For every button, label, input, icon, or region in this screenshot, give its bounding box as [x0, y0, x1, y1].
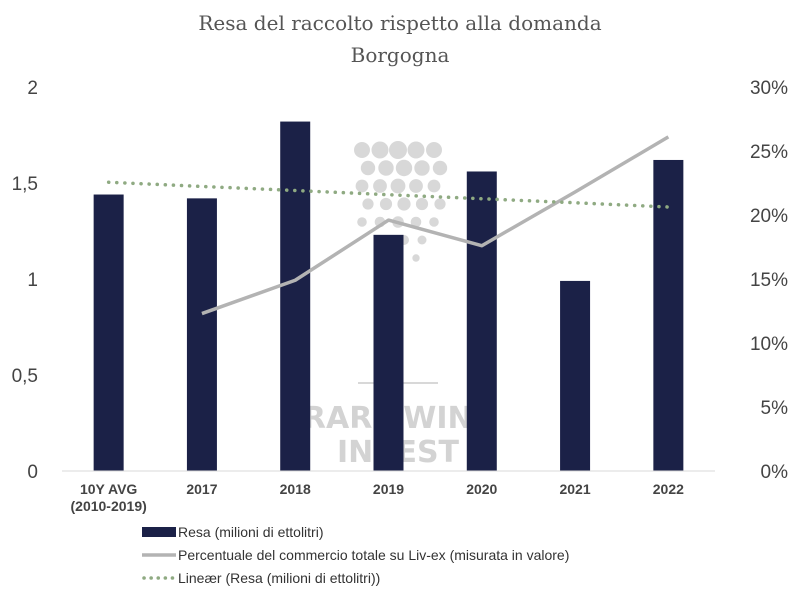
x-tick-label: 10Y AVG (2010-2019) — [71, 481, 147, 514]
bar — [186, 198, 217, 472]
y-left-tick-label: 1 — [27, 270, 38, 291]
watermark-dot — [390, 178, 406, 194]
watermark-dot — [371, 141, 389, 159]
y-right-tick-label: 15% — [750, 270, 788, 291]
legend-label: Resa (milioni di ettolitri) — [178, 524, 323, 540]
bar — [560, 280, 591, 471]
watermark-dot — [407, 141, 425, 159]
y-right-tick-label: 30% — [750, 78, 788, 99]
x-tick-label: 2017 — [186, 481, 217, 497]
chart-title: Resa del raccolto rispetto alla domanda — [198, 11, 601, 35]
watermark-dot — [355, 179, 369, 193]
legend-swatch-bar — [142, 527, 176, 537]
y-right-tick-label: 10% — [750, 334, 788, 355]
watermark-dot — [354, 142, 370, 158]
watermark-dot — [389, 141, 407, 159]
y-right-tick-label: 0% — [761, 462, 789, 483]
watermark-dot — [417, 235, 427, 245]
watermark-dot — [426, 142, 442, 158]
watermark-dot — [360, 160, 376, 176]
y-right-tick-label: 20% — [750, 206, 788, 227]
watermark-dot — [397, 197, 411, 211]
x-tick-label: 2020 — [466, 481, 497, 497]
legend: Resa (milioni di ettolitri) Percentuale d… — [142, 524, 569, 586]
watermark-dot — [357, 217, 367, 227]
line-commerce — [201, 135, 670, 316]
bar — [93, 194, 124, 471]
bar — [373, 234, 404, 471]
x-axis: 10Y AVG (2010-2019) 2017 2018 2019 2020 2021 20… — [71, 481, 685, 514]
watermark-dot — [409, 179, 423, 193]
watermark-dot — [395, 159, 413, 177]
watermark-dot — [415, 197, 429, 211]
watermark-dot — [378, 160, 394, 176]
x-tick-label: 2019 — [373, 481, 404, 497]
y-left-tick-label: 1,5 — [12, 174, 38, 195]
chart-subtitle: Borgogna — [351, 43, 450, 67]
line-series — [201, 135, 670, 316]
legend-label: Percentuale del commercio totale su Liv-… — [178, 547, 569, 563]
watermark-dot — [362, 198, 374, 210]
watermark-dot — [379, 197, 393, 211]
watermark-dot — [373, 179, 387, 193]
watermark-dot — [412, 254, 420, 262]
x-tick-label: 2021 — [559, 481, 590, 497]
y-right-tick-label: 5% — [761, 398, 789, 419]
y-right-tick-label: 25% — [750, 142, 788, 163]
bar — [466, 171, 497, 472]
bar-series — [93, 121, 684, 472]
watermark-dot — [429, 217, 439, 227]
x-tick-label: 2018 — [280, 481, 311, 497]
watermark-dot — [432, 160, 448, 176]
bar — [280, 121, 311, 471]
y-left-tick-label: 0,5 — [12, 366, 38, 387]
y-axis-right: 0% 5% 10% 15% 20% 25% 30% — [750, 78, 788, 483]
bar — [653, 159, 684, 471]
watermark-dot — [427, 179, 441, 193]
legend-label: Lineær (Resa (milioni di ettolitri)) — [178, 570, 380, 586]
x-tick-label: 2022 — [653, 481, 684, 497]
y-left-tick-label: 0 — [27, 462, 38, 483]
y-left-tick-label: 2 — [27, 78, 38, 99]
watermark-dot — [410, 216, 422, 228]
y-axis-left: 0 0,5 1 1,5 2 — [12, 78, 38, 483]
watermark-dot — [414, 160, 430, 176]
watermark-dot — [434, 198, 446, 210]
